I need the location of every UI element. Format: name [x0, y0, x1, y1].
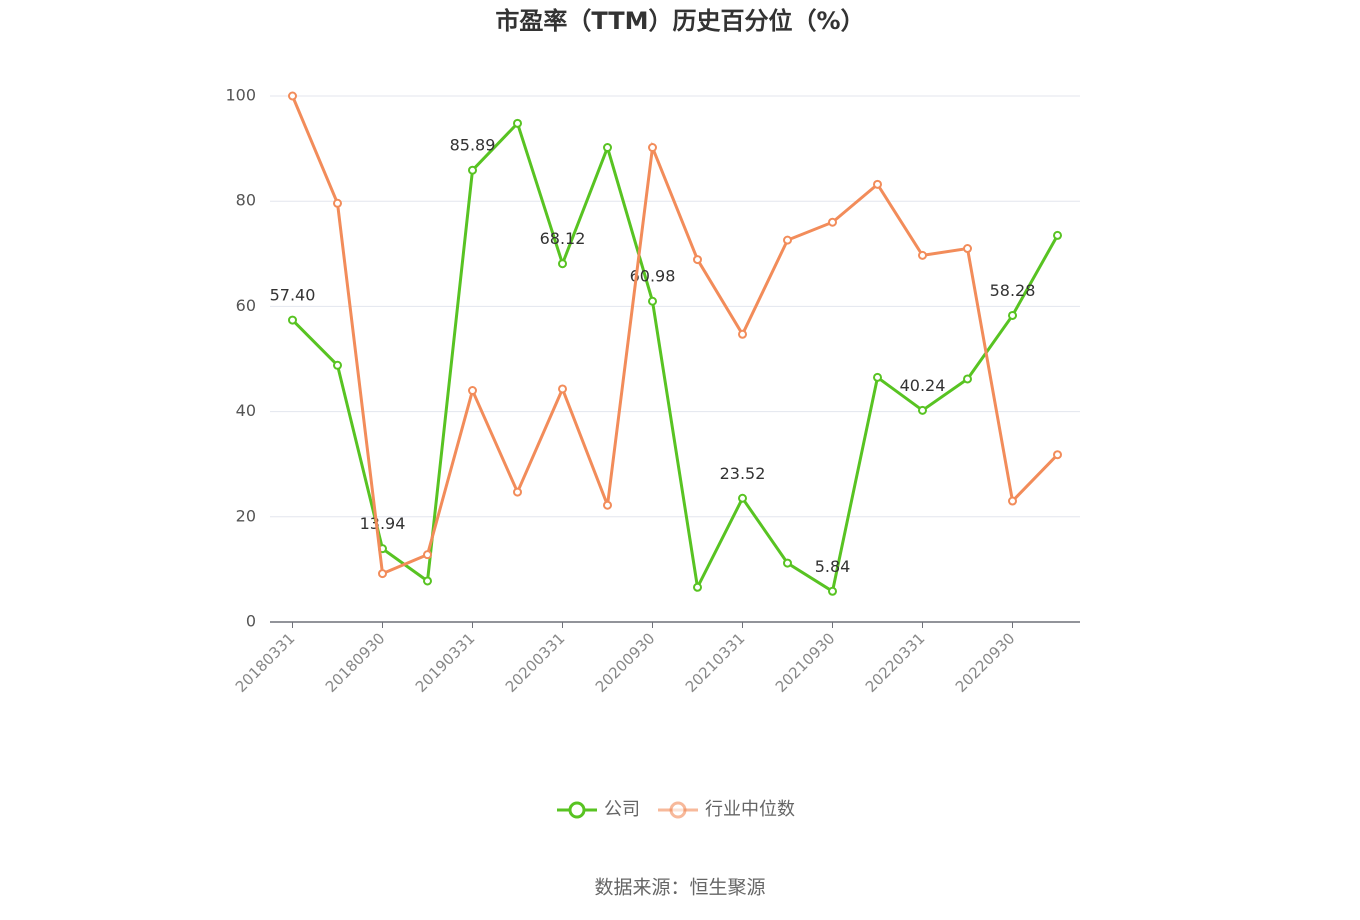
point: [1008, 310, 1017, 320]
series-line: [291, 120, 1059, 594]
point: [648, 143, 657, 153]
point: [783, 558, 792, 568]
data-label: 60.98: [630, 267, 676, 286]
point: [648, 296, 657, 306]
point: [288, 315, 297, 325]
x-tick-label: 20220930: [952, 629, 1019, 696]
point: [828, 586, 837, 596]
legend-label: 行业中位数: [705, 799, 795, 820]
y-tick-label: 100: [225, 86, 256, 105]
data-label: 57.40: [270, 286, 316, 305]
point: [738, 493, 747, 503]
x-tick-label: 20190331: [412, 629, 479, 696]
point: [1008, 496, 1017, 506]
point: [288, 91, 297, 101]
point: [378, 569, 387, 579]
y-tick-label: 20: [236, 506, 256, 525]
data-label: 23.52: [720, 464, 766, 483]
point: [423, 550, 432, 560]
point: [333, 198, 342, 208]
x-tick-label: 20180331: [232, 629, 299, 696]
point: [423, 576, 432, 586]
data-label: 85.89: [450, 136, 496, 155]
point: [828, 217, 837, 227]
point: [468, 386, 477, 396]
point: [738, 329, 747, 339]
point: [558, 259, 567, 269]
point: [918, 405, 927, 415]
point: [783, 235, 792, 245]
point: [333, 360, 342, 370]
point: [513, 487, 522, 497]
legend-label: 公司: [604, 799, 640, 820]
point: [918, 250, 927, 260]
data-label: 68.12: [540, 229, 586, 248]
point: [1053, 230, 1062, 240]
point: [873, 179, 882, 189]
x-tick-label: 20200331: [502, 629, 569, 696]
x-tick-label: 20220331: [862, 629, 929, 696]
point: [1053, 450, 1062, 460]
y-tick-label: 80: [236, 191, 256, 210]
point: [558, 384, 567, 394]
x-tick-label: 20210930: [772, 629, 839, 696]
point: [603, 143, 612, 153]
legend-swatch-marker: [669, 801, 687, 819]
point: [873, 372, 882, 382]
y-tick-label: 60: [236, 296, 256, 315]
data-label: 40.24: [900, 376, 946, 395]
x-tick-label: 20210331: [682, 629, 749, 696]
x-tick-label: 20200930: [592, 629, 659, 696]
point: [963, 374, 972, 384]
data-label: 58.28: [990, 281, 1036, 300]
data-label: 13.94: [360, 514, 406, 533]
y-tick-label: 0: [246, 612, 256, 631]
point: [468, 165, 477, 175]
point: [693, 255, 702, 265]
legend-swatch-marker: [568, 801, 586, 819]
point: [603, 500, 612, 510]
point: [963, 244, 972, 254]
point: [693, 582, 702, 592]
y-tick-label: 40: [236, 401, 256, 420]
x-tick-label: 20180930: [322, 629, 389, 696]
source-note: 数据来源：恒生聚源: [594, 877, 765, 899]
point: [513, 118, 522, 128]
data-label: 5.84: [815, 557, 851, 576]
chart-title: 市盈率（TTM）历史百分位（%）: [495, 7, 864, 35]
series-line: [291, 95, 1059, 576]
